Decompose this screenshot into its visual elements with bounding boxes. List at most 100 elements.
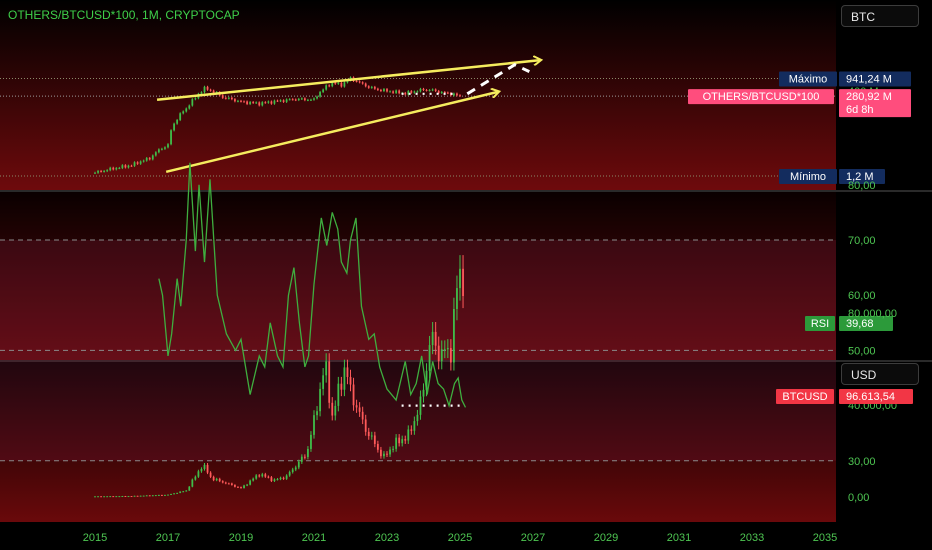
others-btc-candle (376, 88, 379, 90)
others-btc-candle (340, 82, 343, 87)
btcusd-candle (161, 494, 163, 496)
btcusd-candle (291, 469, 294, 473)
btcusd-candle (103, 496, 106, 498)
btcusd-candle (234, 484, 236, 487)
x-tick-label: 2033 (740, 532, 764, 544)
btcusd-candle (276, 479, 279, 481)
others-btc-candle (456, 93, 458, 96)
x-tick-label: 2021 (302, 532, 326, 544)
others-btc-candle (434, 89, 437, 91)
btcusd-candle (361, 411, 364, 420)
btcusd-candle (428, 345, 431, 371)
others-btc-candle (188, 105, 191, 109)
others-btc-candle (243, 101, 245, 103)
others-btc-candle (94, 172, 96, 174)
btcusd-candle (279, 477, 282, 480)
x-tick-label: 2035 (813, 532, 837, 544)
btcusd-candle (355, 405, 358, 408)
others-btc-candle (413, 91, 416, 93)
others-btc-candle (194, 98, 197, 100)
others-btc-candle (270, 101, 273, 104)
btcusd-candle (243, 485, 245, 489)
others-btc-candle (440, 91, 443, 93)
rsi-y-tick-label: 30,00 (848, 456, 876, 468)
others-btc-candle (380, 89, 382, 91)
others-btc-candle (237, 100, 239, 102)
currency-button-top[interactable]: BTC (841, 5, 919, 27)
btcusd-candle (401, 439, 404, 444)
time-axis-background (0, 522, 932, 550)
others-btc-candle (282, 100, 285, 102)
btcusd-candle (334, 405, 337, 416)
upper-trendline-arrow (156, 60, 540, 101)
others-btc-candle (325, 85, 328, 90)
btcusd-candle (370, 435, 373, 437)
min-label-text: Mínimo (790, 171, 826, 183)
others-btc-candle (109, 167, 112, 171)
btcusd-candle (325, 361, 328, 376)
btcusd-candle (456, 288, 458, 309)
x-tick-label: 2023 (375, 532, 399, 544)
x-tick-label: 2027 (521, 532, 545, 544)
others-btc-candle (386, 89, 388, 92)
x-tick-label: 2031 (667, 532, 691, 544)
others-btc-candle (97, 170, 99, 173)
rsi-name-label (805, 316, 835, 331)
btcusd-y-tick-label: 0,00 (848, 492, 869, 504)
btcusd-candle (197, 471, 200, 477)
others-btc-candle (249, 102, 252, 104)
others-btc-candle (179, 113, 182, 120)
btcusd-candle (157, 494, 160, 496)
btcusd-candle (191, 479, 194, 487)
btcusd-candle (273, 479, 276, 482)
btcusd-candle (194, 476, 197, 480)
btcusd-candle (176, 492, 179, 494)
btcusd-candle (437, 345, 440, 362)
btcusd-candle (285, 475, 288, 479)
others-btc-candle (100, 170, 102, 172)
others-btc-candle (383, 89, 385, 91)
others-btc-candle (258, 102, 261, 106)
btcusd-candle (106, 496, 109, 498)
btcusd-candle (453, 308, 455, 363)
btcusd-candle (215, 478, 218, 481)
btcusd-candle (240, 487, 242, 489)
btcusd-candle (109, 496, 112, 498)
others-btc-candle (173, 123, 175, 131)
btcusd-candle (407, 429, 410, 441)
btcusd-candle (182, 491, 185, 493)
others-btc-candle (358, 81, 361, 83)
others-btc-candle (227, 97, 230, 99)
others-btc-candle (273, 100, 276, 104)
others-btc-candle (106, 170, 109, 172)
btcusd-y-tick-label: 80.000,00 (848, 308, 897, 320)
others-btc-candle (142, 160, 145, 162)
others-btc-candle (154, 152, 157, 156)
others-btc-candle (294, 99, 297, 101)
currency-button-bottom[interactable]: USD (841, 363, 919, 385)
others-btc-candle (288, 99, 291, 101)
others-btc-candle (267, 101, 270, 103)
others-btc-candle (118, 167, 121, 169)
btcusd-candle (115, 496, 118, 498)
others-btc-candle (136, 162, 139, 164)
btcusd-candle (148, 495, 151, 497)
others-btc-candle (182, 111, 185, 114)
others-btc-candle (300, 98, 303, 100)
btcusd-candle (416, 414, 419, 422)
btcusd-candle (133, 495, 136, 497)
btcusd-candle (358, 407, 361, 412)
btcusd-candle (154, 495, 157, 497)
others-btc-candle (185, 108, 188, 112)
btcusd-candle (340, 383, 343, 390)
btcusd-candle (139, 495, 142, 497)
others-btc-candle (127, 165, 130, 168)
btcusd-candle (294, 467, 297, 470)
rsi-value-tag-text: 39,68 (846, 318, 874, 330)
btcusd-candle (380, 449, 382, 457)
btcusd-candle (145, 495, 148, 497)
min-value-tag (839, 169, 885, 184)
others-btc-candle (422, 88, 425, 90)
btcusd-candle (200, 468, 203, 472)
